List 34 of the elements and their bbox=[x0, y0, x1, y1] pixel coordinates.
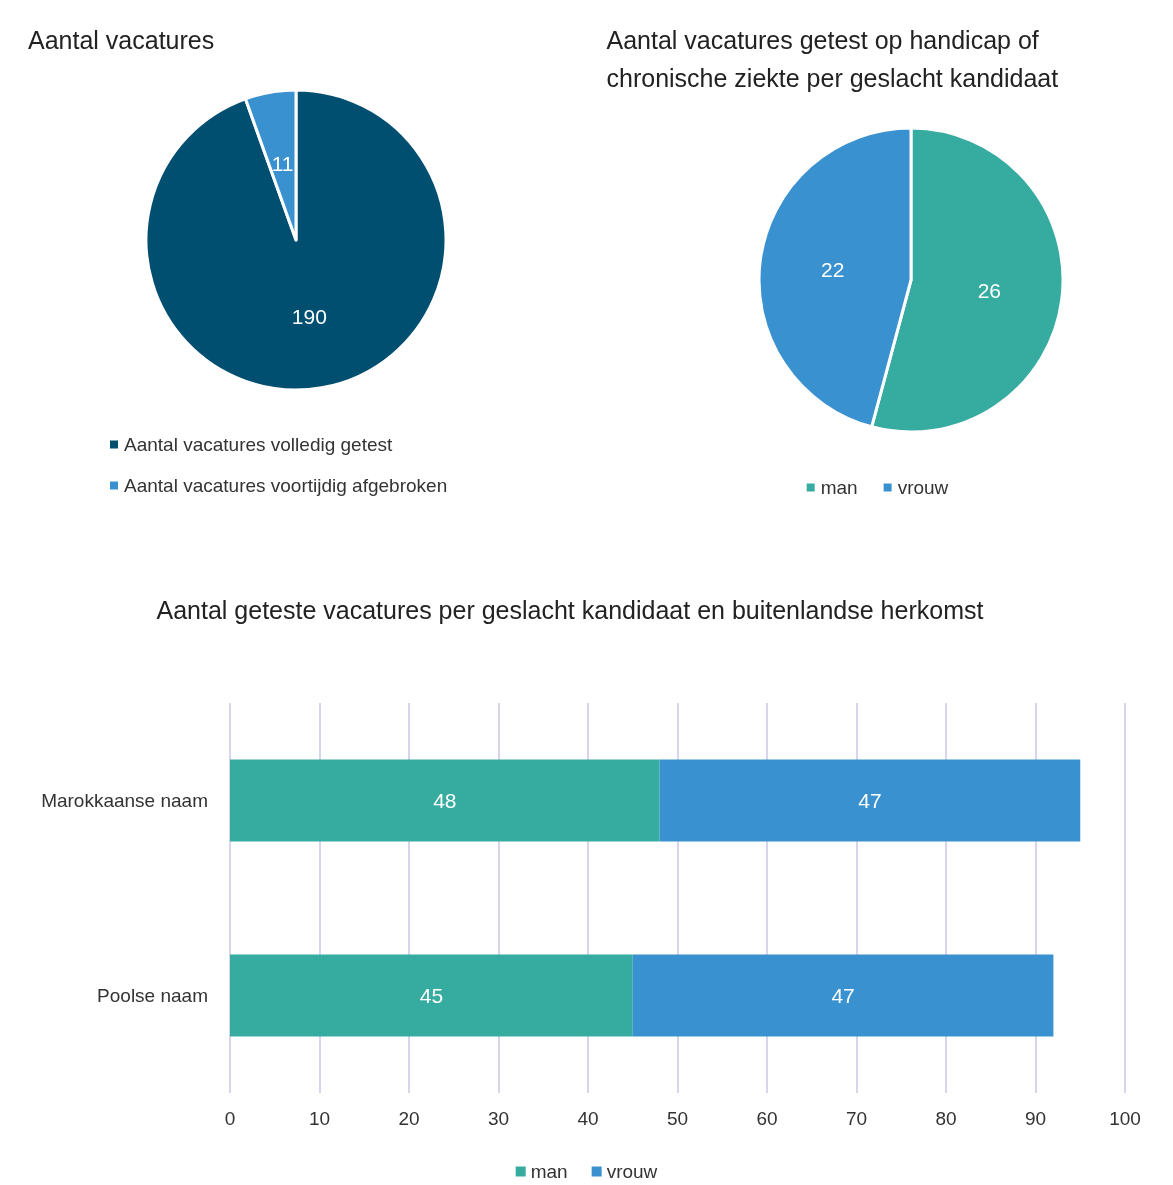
data-label: 11 bbox=[271, 151, 294, 175]
x-tick-label: 30 bbox=[487, 1108, 510, 1129]
x-tick-label: 50 bbox=[666, 1108, 689, 1129]
data-label: 47 bbox=[831, 984, 855, 1007]
y-tick-label: Marokkaanse naam bbox=[41, 790, 208, 811]
x-tick-label: 40 bbox=[577, 1108, 599, 1129]
bar bbox=[632, 954, 1054, 1037]
chart-title: Aantal geteste vacatures per geslacht kandidaat en buitenlandse herkomst bbox=[156, 596, 984, 624]
legend-label: vrouw bbox=[606, 1161, 658, 1182]
data-label: 26 bbox=[977, 278, 1001, 302]
legend-label: Aantal vacatures voortijdig afgebroken bbox=[124, 475, 448, 496]
x-tick-label: 20 bbox=[398, 1108, 420, 1129]
bar bbox=[659, 759, 1081, 842]
x-tick-label: 0 bbox=[224, 1108, 236, 1129]
data-label: 45 bbox=[419, 984, 444, 1007]
data-label: 22 bbox=[821, 258, 845, 282]
y-tick-label: Poolse naam bbox=[97, 985, 208, 1006]
x-tick-label: 10 bbox=[308, 1108, 331, 1129]
legend-label: man bbox=[530, 1161, 568, 1182]
chart-title: Aantal vacatures bbox=[28, 26, 215, 54]
legend-label: vrouw bbox=[897, 477, 949, 498]
legend-label: man bbox=[820, 477, 858, 498]
x-tick-label: 70 bbox=[845, 1108, 868, 1129]
data-label: 48 bbox=[433, 789, 457, 812]
data-label: 47 bbox=[858, 789, 882, 812]
x-tick-label: 80 bbox=[935, 1108, 957, 1129]
chart-title: Aantal vacatures getest op handicap of chronische ziekte per geslacht kandidaat bbox=[606, 26, 1059, 92]
bar bbox=[230, 759, 660, 842]
x-tick-label: 60 bbox=[756, 1108, 778, 1129]
legend-label: Aantal vacatures volledig getest bbox=[124, 434, 393, 455]
data-label: 190 bbox=[291, 305, 327, 329]
x-tick-label: 100 bbox=[1109, 1108, 1141, 1129]
bar bbox=[230, 954, 633, 1037]
x-tick-label: 90 bbox=[1024, 1108, 1047, 1129]
